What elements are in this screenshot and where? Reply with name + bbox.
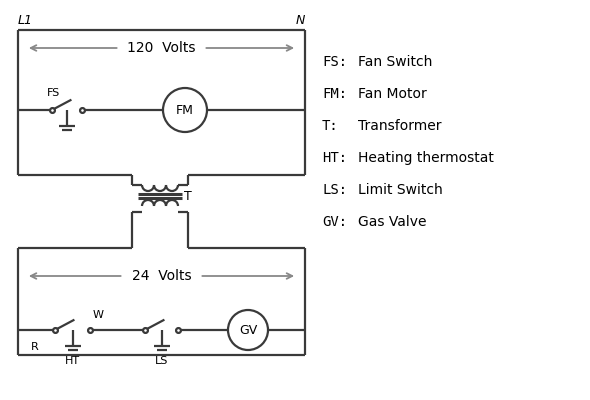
Text: Transformer: Transformer (358, 119, 441, 133)
Text: FS: FS (47, 88, 61, 98)
Text: HT:: HT: (322, 151, 347, 165)
Text: W: W (93, 310, 104, 320)
Text: L1: L1 (18, 14, 33, 27)
Text: T: T (184, 190, 192, 202)
Text: FS:: FS: (322, 55, 347, 69)
Text: R: R (31, 342, 39, 352)
Text: HT: HT (65, 356, 80, 366)
Text: 120  Volts: 120 Volts (127, 41, 196, 55)
Text: LS:: LS: (322, 183, 347, 197)
Text: LS: LS (155, 356, 168, 366)
Text: Fan Motor: Fan Motor (358, 87, 427, 101)
Text: Fan Switch: Fan Switch (358, 55, 432, 69)
Text: FM:: FM: (322, 87, 347, 101)
Text: FM: FM (176, 104, 194, 116)
Text: Heating thermostat: Heating thermostat (358, 151, 494, 165)
Text: GV:: GV: (322, 215, 347, 229)
Text: Limit Switch: Limit Switch (358, 183, 442, 197)
Text: 24  Volts: 24 Volts (132, 269, 191, 283)
Text: T:: T: (322, 119, 339, 133)
Text: GV: GV (239, 324, 257, 336)
Text: Gas Valve: Gas Valve (358, 215, 427, 229)
Text: N: N (296, 14, 305, 27)
